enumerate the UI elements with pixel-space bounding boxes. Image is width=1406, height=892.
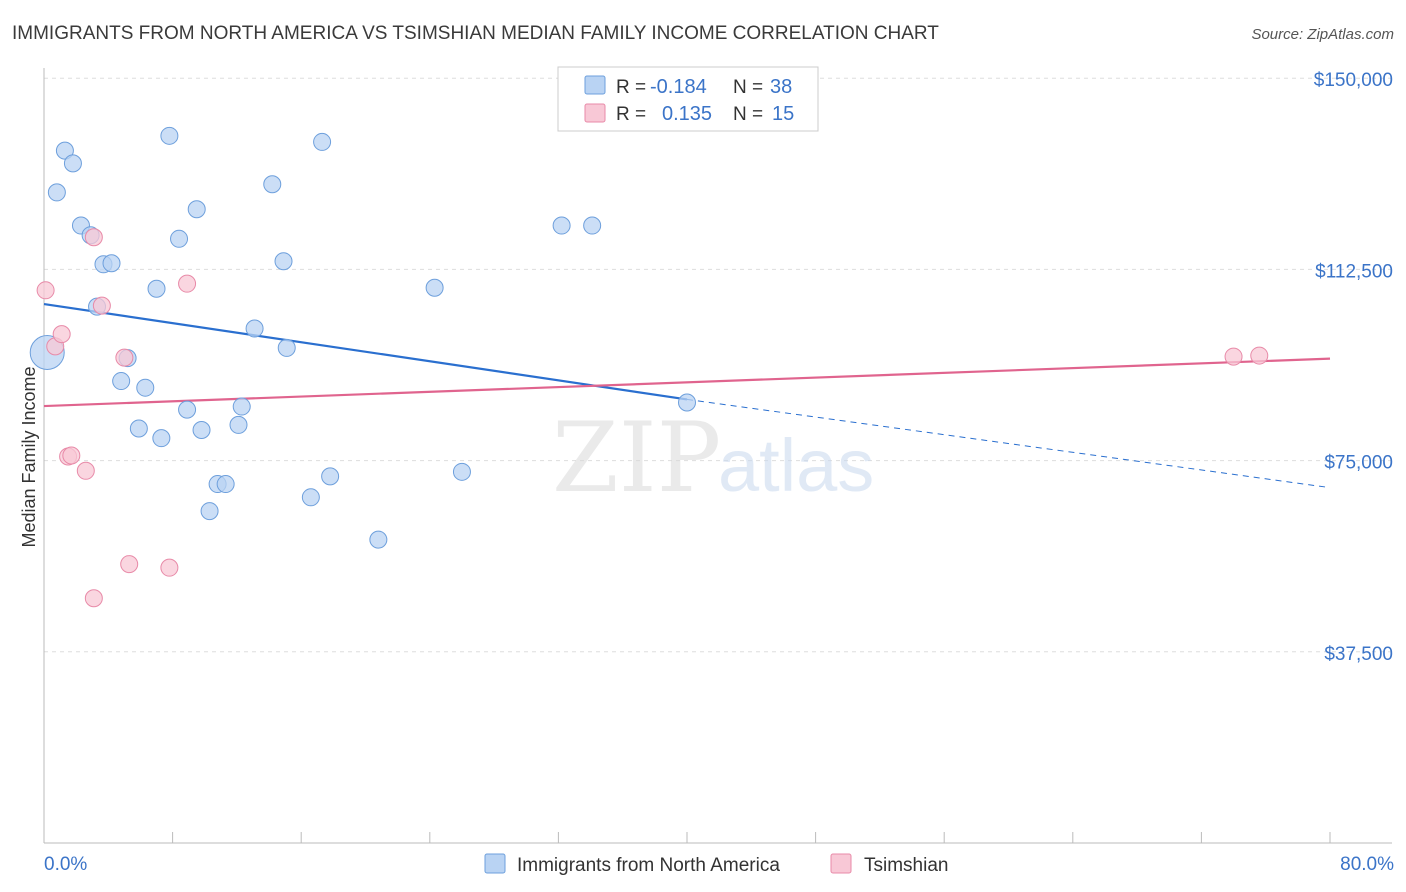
point-immigrants xyxy=(102,254,121,273)
point-immigrants xyxy=(112,372,131,391)
point-immigrants xyxy=(160,126,179,145)
point-immigrants xyxy=(583,216,602,235)
watermark-atlas: atlas xyxy=(718,424,874,507)
point-immigrants xyxy=(245,319,264,338)
watermark-zip: ZIP xyxy=(552,402,721,514)
point-immigrants xyxy=(277,338,296,357)
point-tsimshian xyxy=(92,296,111,315)
trend-line-tsimshian xyxy=(43,357,1331,408)
bottom-legend: Immigrants from North America Tsimshian xyxy=(484,853,948,876)
legend-r-value-2: 0.135 xyxy=(662,103,712,125)
legend-n-value-2: 15 xyxy=(772,103,794,125)
point-tsimshian xyxy=(1250,346,1269,365)
legend-r-value-1: -0.184 xyxy=(650,76,707,98)
axes xyxy=(43,68,1392,844)
y-tick-labels: $37,500 $75,000 $112,500 $150,000 xyxy=(1314,70,1393,665)
point-immigrants xyxy=(452,462,471,481)
point-immigrants xyxy=(147,279,166,298)
trend-line-immigrants-extrapolated xyxy=(686,398,1331,489)
point-tsimshian xyxy=(115,348,134,367)
legend-box: R = -0.184 N = 38 R = 0.135 N = 15 xyxy=(557,66,819,132)
point-tsimshian xyxy=(62,446,81,465)
point-tsimshian xyxy=(1224,347,1243,366)
y-axis-label: Median Family Income xyxy=(19,366,39,547)
bottom-legend-swatch-pink xyxy=(830,853,852,874)
legend-swatch-blue xyxy=(584,75,606,95)
point-tsimshian xyxy=(76,461,95,480)
point-immigrants xyxy=(301,488,320,507)
point-immigrants xyxy=(136,378,155,397)
y-tick-label: $75,000 xyxy=(1324,453,1393,474)
x-tick-label-max: 80.0% xyxy=(1340,854,1394,875)
point-immigrants xyxy=(678,393,696,412)
y-tick-label: $150,000 xyxy=(1314,70,1393,91)
bottom-legend-swatch-blue xyxy=(484,853,506,874)
y-tick-label: $37,500 xyxy=(1324,644,1393,665)
bottom-legend-label-tsimshian: Tsimshian xyxy=(864,855,948,876)
point-immigrants xyxy=(313,132,332,151)
data-points xyxy=(29,126,1269,608)
legend-r-label-1: R = xyxy=(616,77,646,98)
legend-n-label-1: N = xyxy=(733,77,763,98)
point-tsimshian xyxy=(52,325,71,344)
point-immigrants xyxy=(178,400,197,419)
legend-n-label-2: N = xyxy=(733,104,763,125)
chart-title: IMMIGRANTS FROM NORTH AMERICA VS TSIMSHI… xyxy=(12,23,939,44)
gridlines xyxy=(44,77,1392,653)
chart-source: Source: ZipAtlas.com xyxy=(1251,26,1394,43)
point-immigrants xyxy=(63,154,82,173)
point-immigrants xyxy=(232,397,251,416)
point-tsimshian xyxy=(84,589,103,608)
point-immigrants xyxy=(47,183,66,202)
point-immigrants xyxy=(552,216,571,235)
bottom-legend-label-immigrants: Immigrants from North America xyxy=(517,855,780,876)
point-immigrants xyxy=(369,530,388,549)
point-immigrants xyxy=(216,475,235,494)
legend-n-value-1: 38 xyxy=(770,76,792,98)
trend-lines xyxy=(43,302,1331,489)
point-immigrants xyxy=(187,200,206,219)
trend-line-immigrants xyxy=(43,302,688,401)
point-tsimshian xyxy=(160,558,179,577)
point-immigrants xyxy=(263,175,282,194)
point-immigrants xyxy=(425,278,444,297)
point-tsimshian xyxy=(178,274,197,293)
point-immigrants xyxy=(321,467,340,486)
point-tsimshian xyxy=(84,228,103,247)
point-immigrants xyxy=(152,429,171,448)
point-immigrants xyxy=(274,252,293,271)
point-immigrants xyxy=(192,421,211,440)
point-immigrants xyxy=(170,229,189,248)
legend-r-label-2: R = xyxy=(616,104,646,125)
point-immigrants xyxy=(229,415,248,434)
y-tick-label: $112,500 xyxy=(1315,261,1393,282)
point-immigrants xyxy=(129,419,148,438)
point-immigrants xyxy=(55,141,74,160)
legend-swatch-pink xyxy=(584,103,606,123)
point-immigrants xyxy=(200,502,219,521)
point-tsimshian xyxy=(120,555,139,574)
x-tick-label-min: 0.0% xyxy=(44,854,87,875)
point-tsimshian xyxy=(36,281,55,300)
watermark: ZIP atlas xyxy=(552,402,874,514)
